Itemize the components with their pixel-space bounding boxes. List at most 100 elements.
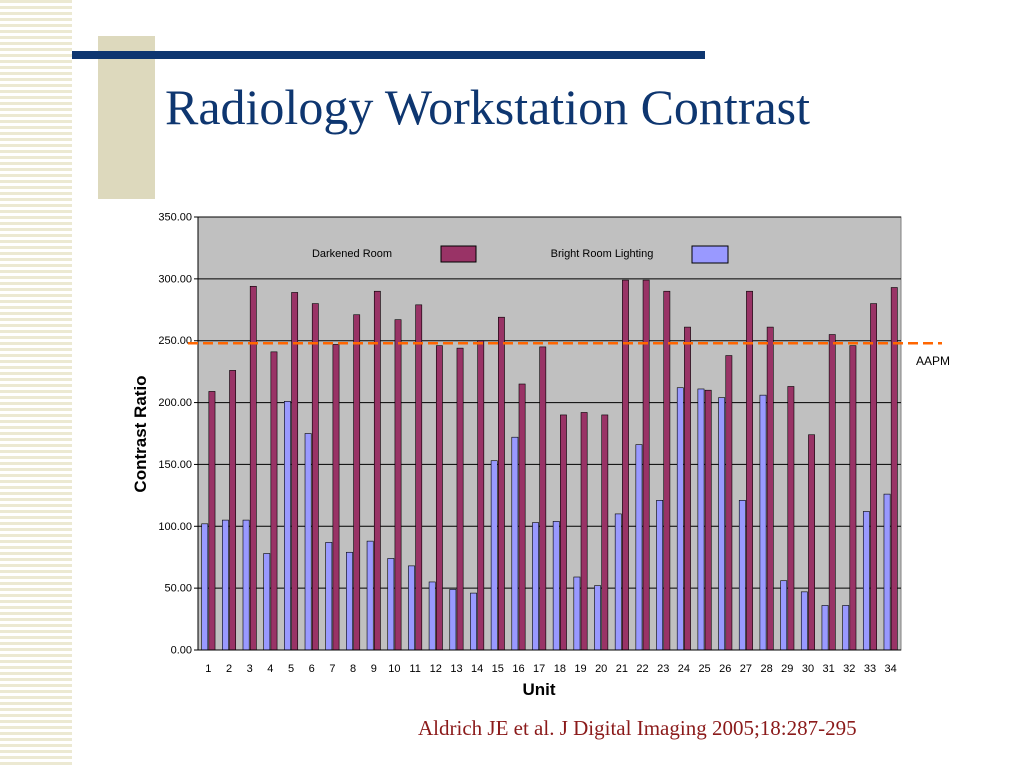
x-tick-label: 9	[371, 663, 377, 675]
bar-darkened-room	[684, 326, 691, 651]
bar-darkened-room	[663, 290, 671, 651]
x-tick-label: 31	[823, 663, 835, 675]
legend-swatch-bright-room	[691, 245, 729, 264]
bar-darkened-room	[704, 389, 712, 651]
x-tick-label: 17	[533, 663, 545, 675]
y-tick-label: 350.00	[158, 212, 192, 224]
bar-darkened-room	[642, 279, 650, 651]
reference-line-group: AAPM	[188, 341, 950, 368]
bar-bright-room	[242, 519, 250, 651]
bar-bright-room	[304, 433, 312, 651]
bar-darkened-room	[580, 412, 588, 651]
x-tick-label: 15	[492, 663, 504, 675]
slide-title: Radiology Workstation Contrast	[165, 79, 811, 135]
bar-bright-room	[263, 553, 271, 651]
bar-bright-room	[635, 444, 643, 651]
bar-bright-room	[656, 500, 664, 651]
x-tick-label: 16	[512, 663, 524, 675]
bar-darkened-room	[394, 319, 402, 651]
bar-darkened-room	[849, 345, 857, 651]
bar-darkened-room	[518, 383, 526, 651]
x-tick-label: 19	[574, 663, 586, 675]
bar-bright-room	[284, 401, 291, 651]
axes	[197, 217, 901, 651]
y-axis-label: Contrast Ratio	[131, 375, 150, 492]
bar-bright-room	[780, 580, 788, 651]
x-tick-label: 7	[329, 663, 335, 675]
bar-bright-room	[449, 589, 457, 651]
bar-darkened-room	[435, 345, 443, 651]
decorative-stripes	[0, 0, 72, 768]
bar-bright-room	[552, 521, 560, 651]
bar-darkened-room	[560, 414, 567, 651]
y-tick-label: 0.00	[171, 645, 192, 657]
x-tick-label: 26	[719, 663, 731, 675]
y-tick-label: 300.00	[158, 273, 192, 285]
x-tick-label: 6	[309, 663, 315, 675]
bar-bright-room	[366, 540, 374, 651]
x-tick-label: 27	[740, 663, 752, 675]
bar-darkened-room	[766, 326, 774, 651]
bar-bright-room	[842, 605, 850, 651]
y-tick-label: 250.00	[158, 335, 192, 347]
x-tick-labels: 1 2 3 4 5 6 7 8 9 10 11 12 13 14 15 16 17 18 19 20 21 22 23 24 2…	[205, 663, 897, 675]
legend-label-darkened-room: Darkened Room	[312, 248, 392, 260]
y-tick-label: 200.00	[158, 397, 192, 409]
title-rule	[72, 51, 705, 59]
bar-bright-room	[222, 519, 229, 651]
bar-bright-room	[408, 565, 415, 651]
x-tick-label: 25	[698, 663, 710, 675]
bar-bright-room	[883, 493, 891, 651]
x-tick-label: 33	[864, 663, 876, 675]
x-tick-label: 14	[471, 663, 483, 675]
bar-bright-room	[573, 576, 581, 651]
bar-bright-room	[325, 542, 333, 651]
bar-bright-room	[738, 500, 746, 651]
y-tick-label: 150.00	[158, 459, 192, 471]
bar-bright-room	[346, 551, 353, 651]
bar-bright-room	[532, 522, 539, 651]
bar-bright-room	[387, 558, 395, 651]
bar-bright-room	[676, 387, 684, 651]
bar-bright-room	[697, 388, 705, 651]
bar-darkened-room	[828, 334, 836, 651]
bar-bright-room	[428, 581, 436, 651]
bar-darkened-room	[373, 290, 381, 651]
x-tick-label: 20	[595, 663, 607, 675]
bar-bright-room	[470, 592, 477, 651]
bar-darkened-room	[870, 303, 877, 651]
x-tick-label: 21	[616, 663, 628, 675]
x-tick-label: 30	[802, 663, 814, 675]
x-tick-label: 32	[843, 663, 855, 675]
x-tick-label: 8	[350, 663, 356, 675]
bar-bright-room	[800, 591, 808, 651]
bar-bright-room	[821, 605, 829, 651]
y-tick-label: 100.00	[158, 521, 192, 533]
x-axis-label: Unit	[522, 680, 555, 699]
bar-darkened-room	[270, 351, 278, 651]
x-tick-label: 10	[388, 663, 400, 675]
x-tick-label: 24	[678, 663, 690, 675]
bar-darkened-room	[539, 346, 547, 651]
bar-bright-room	[594, 585, 601, 651]
x-tick-label: 23	[657, 663, 669, 675]
x-tick-label: 1	[205, 663, 211, 675]
bar-darkened-room	[890, 287, 898, 651]
y-tick-labels: 0.00 50.00 100.00 150.00 200.00 250.00 300.00 3…	[158, 212, 198, 657]
bar-darkened-room	[229, 370, 237, 651]
plot-background	[197, 216, 902, 651]
bar-darkened-room	[725, 355, 733, 651]
legend: Darkened Room Bright Room Lighting	[312, 245, 729, 264]
x-tick-label: 5	[288, 663, 294, 675]
bar-darkened-room	[291, 292, 299, 651]
bar-darkened-room	[808, 434, 815, 651]
x-tick-label: 18	[554, 663, 566, 675]
bar-darkened-room	[249, 285, 257, 651]
decorative-block	[98, 36, 155, 199]
bar-darkened-room	[787, 386, 795, 651]
x-tick-label: 28	[760, 663, 772, 675]
x-tick-label: 2	[226, 663, 232, 675]
x-tick-label: 34	[885, 663, 897, 675]
bar-darkened-room	[498, 316, 505, 651]
